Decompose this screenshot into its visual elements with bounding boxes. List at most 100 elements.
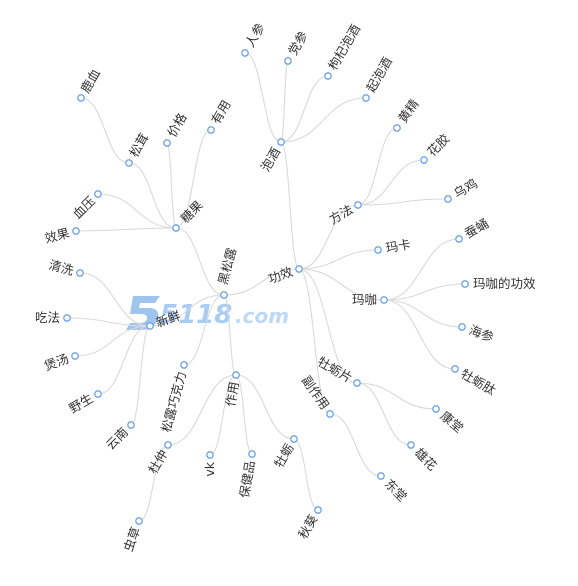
tree-link: [383, 299, 463, 328]
tree-node[interactable]: 杜仲: [145, 441, 172, 476]
tree-node[interactable]: 枸杞泡酒: [324, 22, 363, 80]
tree-node[interactable]: 牡蛎: [271, 435, 298, 470]
node-label-ndrom: 东堂: [382, 476, 410, 504]
tree-node-marker[interactable]: [76, 269, 84, 277]
tree-node[interactable]: 价格: [163, 110, 190, 147]
tree-node-marker[interactable]: [461, 280, 469, 288]
tree-node[interactable]: 清洗: [47, 257, 84, 278]
tree-node-marker[interactable]: [164, 441, 172, 449]
tree-node[interactable]: 云南: [103, 421, 135, 453]
tree-node[interactable]: 黑松露: [215, 246, 239, 299]
tree-link: [298, 204, 359, 270]
tree-node-marker[interactable]: [207, 126, 215, 134]
tree-node[interactable]: 野生: [66, 390, 102, 416]
tree-node[interactable]: 虫草: [121, 517, 144, 554]
tree-node[interactable]: 乌鸡: [444, 176, 480, 203]
node-label-nnmro: 蚕蛹: [462, 216, 491, 241]
tree-node[interactable]: 起泡酒: [362, 55, 395, 102]
tree-node[interactable]: 保健品: [236, 450, 258, 499]
tree-node[interactable]: 玛咖的功效: [461, 276, 536, 291]
tree-node-marker[interactable]: [127, 421, 135, 429]
tree-node-marker[interactable]: [377, 472, 385, 480]
tree-node[interactable]: 秋葵: [295, 506, 322, 541]
node-label-neap4: 党参: [285, 28, 311, 58]
tree-node-marker[interactable]: [420, 156, 428, 164]
tree-node[interactable]: 蚕蛹: [455, 216, 491, 243]
tree-link: [209, 374, 237, 456]
tree-node-marker[interactable]: [407, 441, 415, 449]
tree-node-marker[interactable]: [295, 265, 303, 273]
tree-node[interactable]: 花胶: [420, 131, 452, 164]
tree-node-marker[interactable]: [248, 450, 256, 458]
tree-node-marker[interactable]: [135, 517, 143, 525]
node-label-ne04l: 价格: [164, 110, 190, 140]
tree-node[interactable]: 党参: [284, 28, 311, 65]
tree-node-marker[interactable]: [380, 296, 388, 304]
node-label-nrou2: 黄精: [395, 96, 422, 125]
node-label-nk4di: 玛卡: [384, 236, 411, 255]
tree-node-marker[interactable]: [444, 195, 452, 203]
tree-node[interactable]: 玛咖: [352, 292, 388, 307]
tree-node-marker[interactable]: [232, 371, 240, 379]
tree-node-marker[interactable]: [455, 235, 463, 243]
tree-node-marker[interactable]: [241, 49, 249, 57]
tree-node-marker[interactable]: [163, 139, 171, 147]
tree-node[interactable]: 血压: [70, 190, 102, 222]
tree-node-marker[interactable]: [451, 365, 459, 373]
tree-node-marker[interactable]: [326, 410, 334, 418]
tree-node[interactable]: 黄精: [393, 96, 422, 132]
tree-node-marker[interactable]: [374, 246, 382, 254]
tree-node-marker[interactable]: [458, 323, 466, 331]
tree-node[interactable]: 松茸: [125, 130, 152, 167]
tree-link: [357, 159, 425, 206]
tree-node-marker[interactable]: [324, 72, 332, 80]
tree-node-marker[interactable]: [63, 314, 71, 322]
tree-node-marker[interactable]: [277, 138, 285, 146]
tree-node-marker[interactable]: [172, 224, 180, 232]
tree-node-marker[interactable]: [71, 352, 79, 360]
tree-node-marker[interactable]: [146, 322, 154, 330]
tree-node-marker[interactable]: [72, 227, 80, 235]
tree-node[interactable]: 玛卡: [374, 236, 412, 256]
tree-node-marker[interactable]: [353, 379, 361, 387]
node-label-nlsw6: 糖果: [177, 197, 206, 226]
tree-node-marker[interactable]: [94, 390, 102, 398]
tree-node-marker[interactable]: [77, 94, 85, 102]
tree-node-marker[interactable]: [284, 57, 292, 65]
tree-node-marker[interactable]: [180, 361, 188, 369]
tree-node[interactable]: 效果: [43, 225, 80, 246]
tree-node-marker[interactable]: [362, 94, 370, 102]
tree-node[interactable]: 方法: [326, 201, 362, 227]
tree-node-marker[interactable]: [314, 506, 322, 514]
tree-node-marker[interactable]: [432, 405, 440, 413]
node-label-nheo9m: 牡蛎片: [315, 354, 355, 386]
tree-node[interactable]: 泡酒: [258, 138, 285, 174]
tree-node-marker[interactable]: [220, 291, 228, 299]
tree-node-marker[interactable]: [206, 451, 214, 459]
tree-link: [280, 75, 329, 143]
tree-node[interactable]: 康堂: [432, 405, 467, 436]
tree-node-marker[interactable]: [354, 201, 362, 209]
tree-node[interactable]: 松露巧克力: [158, 361, 189, 434]
watermark-brand: 5118: [160, 300, 232, 330]
tree-node[interactable]: 功效: [266, 264, 303, 287]
tree-node[interactable]: 有用: [207, 97, 234, 134]
tree-node[interactable]: 作用: [223, 371, 242, 408]
tree-node[interactable]: 人参: [241, 20, 268, 57]
tree-node-marker[interactable]: [94, 190, 102, 198]
tree-node[interactable]: 牡蛎肽: [451, 365, 499, 398]
tree-node[interactable]: 吃法: [35, 310, 71, 325]
tree-node[interactable]: 海参: [458, 322, 496, 345]
tree-node[interactable]: vk: [202, 451, 217, 477]
tree-node-marker[interactable]: [125, 159, 133, 167]
tree-node[interactable]: 雄花: [407, 441, 440, 473]
tree-node-marker[interactable]: [290, 435, 298, 443]
node-label-ncgt8b: 副作用: [299, 373, 333, 412]
tree-node[interactable]: 煲汤: [42, 351, 79, 374]
tree-node[interactable]: 东堂: [377, 472, 410, 504]
tree-node[interactable]: 副作用: [299, 373, 334, 418]
tree-node[interactable]: 鹿血: [77, 66, 103, 102]
node-label-nher4g: 牡蛎肽: [458, 366, 498, 398]
tree-node-marker[interactable]: [393, 124, 401, 132]
tree-node[interactable]: 糖果: [172, 197, 206, 232]
